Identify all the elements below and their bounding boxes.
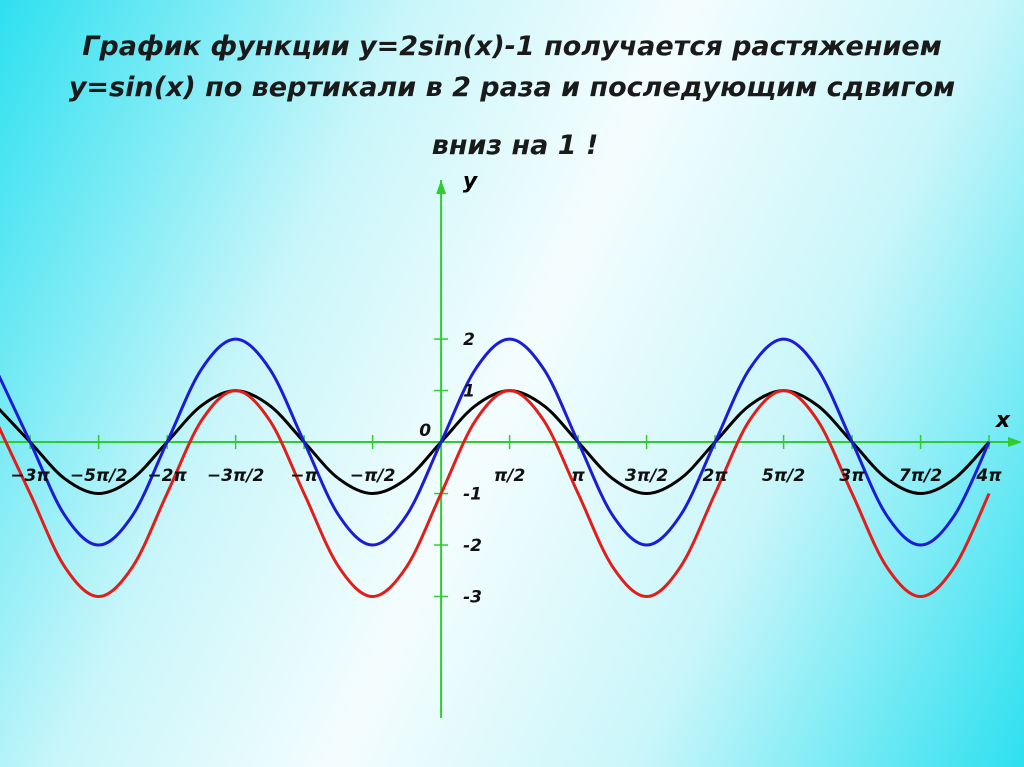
x-tick-label: −5π/2 [70, 466, 128, 486]
x-tick-label: 2π [702, 466, 728, 486]
y-tick-label: 0 [419, 421, 431, 441]
curves [0, 337, 991, 599]
title-line: y=sin(x) по вертикали в 2 раза и последу… [69, 72, 955, 103]
y-axis-label: y [463, 169, 479, 194]
x-tick-label: π [571, 466, 585, 486]
x-tick-label: −2π [147, 466, 187, 486]
y-tick-label: -2 [463, 536, 482, 556]
x-tick-label: π/2 [494, 466, 526, 486]
x-tick-label: 5π/2 [762, 466, 805, 486]
x-axis-arrow [1008, 437, 1022, 448]
y-tick-label: -3 [463, 587, 482, 607]
title-line: вниз на 1 ! [432, 130, 599, 161]
x-tick-label: −π [290, 466, 318, 486]
y-tick-label: -1 [463, 485, 482, 505]
y-axis-arrow [436, 180, 447, 194]
x-tick-label: −π/2 [350, 466, 396, 486]
function-curve [0, 337, 991, 547]
labels: x y −3π −5π/2 −2π −3π/2 −π −π/2 π/2 π 3π/2 2π 5π/2 3π… [10, 169, 1011, 607]
x-tick-label: 3π/2 [625, 466, 668, 486]
y-tick-label: 2 [463, 330, 475, 350]
function-curve [0, 389, 991, 599]
x-tick-label: −3π [10, 466, 50, 486]
title-line: График функции y=2sin(x)-1 получается ра… [82, 31, 942, 62]
y-tick-label: 1 [463, 382, 475, 402]
x-axis-label: x [995, 408, 1011, 433]
axes [0, 180, 1022, 718]
x-tick-label: −3π/2 [207, 466, 265, 486]
x-tick-label: 4π [975, 466, 1002, 486]
x-tick-label: 3π [839, 466, 865, 486]
x-tick-label: 7π/2 [899, 466, 942, 486]
